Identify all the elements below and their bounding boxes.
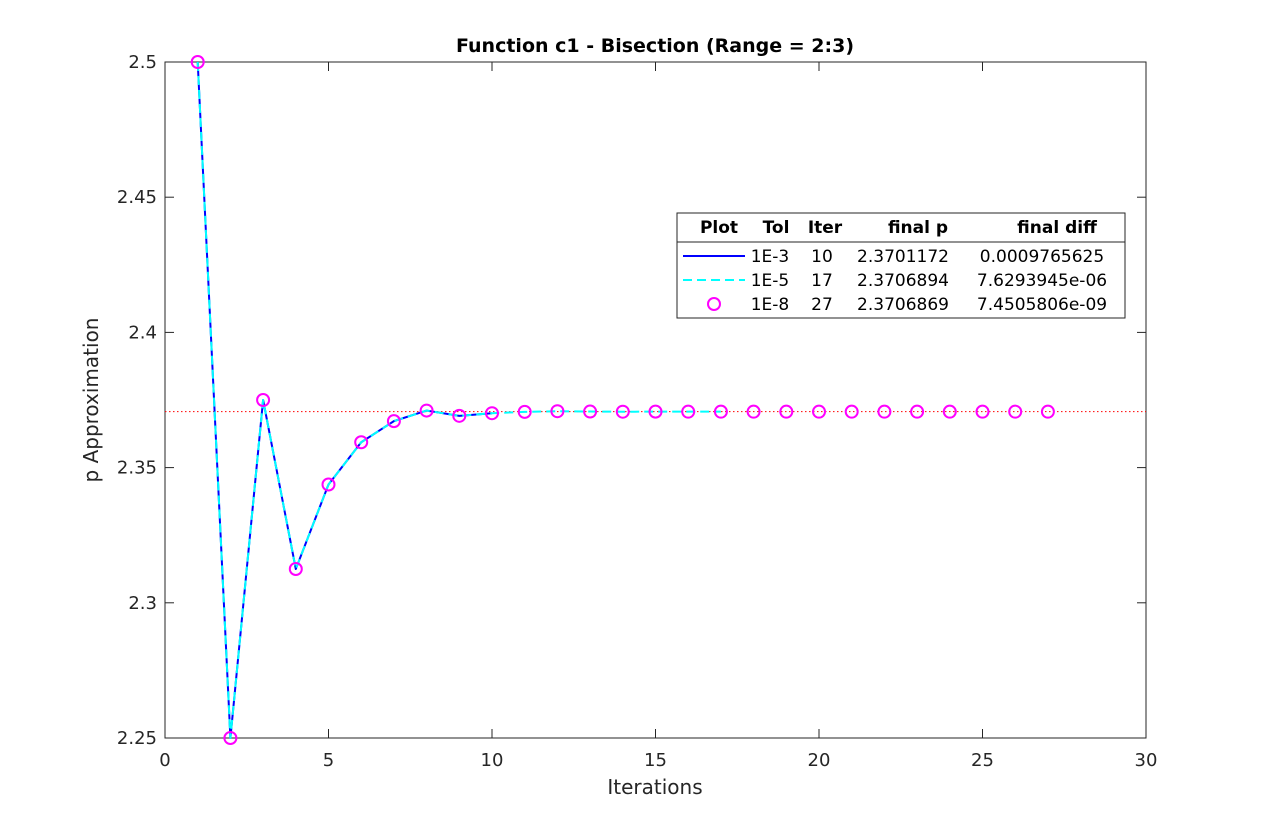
legend-header-final-diff: final diff xyxy=(1017,218,1097,238)
y-tick-label: 2.45 xyxy=(117,187,157,208)
series-3-marker xyxy=(910,404,925,419)
x-tick-label: 15 xyxy=(644,750,667,771)
legend-row3-tol: 1E-8 xyxy=(751,295,790,315)
series-3-marker xyxy=(485,406,499,421)
series-2-line xyxy=(196,61,721,739)
series-3-marker xyxy=(1040,404,1055,419)
legend-row2-tol: 1E-5 xyxy=(751,271,790,291)
x-tick-label: 25 xyxy=(971,750,994,771)
series-3-marker xyxy=(975,404,990,419)
legend-row2-final-diff: 7.6293945e-06 xyxy=(977,271,1107,291)
series-3-marker xyxy=(190,55,205,69)
series-3-marker xyxy=(779,404,794,419)
legend-swatch-marker xyxy=(707,297,721,311)
series-3-marker xyxy=(648,404,663,419)
series-3-marker xyxy=(877,404,892,419)
legend-row2-final-p: 2.3706894 xyxy=(857,271,949,291)
x-tick-label: 30 xyxy=(1135,750,1158,771)
legend: Plot Tol Iter final p final diff 1E-3 10… xyxy=(676,212,1126,319)
series-3-marker xyxy=(942,404,957,419)
x-tick-label: 20 xyxy=(808,750,831,771)
series-layer xyxy=(190,55,1055,745)
legend-row3-final-diff: 7.4505806e-09 xyxy=(977,295,1107,315)
legend-row1-tol: 1E-3 xyxy=(751,247,790,267)
series-3-marker xyxy=(1008,404,1023,419)
legend-header-final-p: final p xyxy=(888,218,948,238)
x-tick-label: 10 xyxy=(481,750,504,771)
legend-row3-final-p: 2.3706869 xyxy=(857,295,949,315)
series-3-marker xyxy=(354,435,369,450)
series-3-marker xyxy=(713,404,728,419)
legend-row1-final-diff: 0.0009765625 xyxy=(980,247,1104,267)
legend-header-tol: Tol xyxy=(763,218,790,238)
y-tick-label: 2.3 xyxy=(128,593,157,614)
x-tick-label: 0 xyxy=(159,750,170,771)
series-3-marker xyxy=(452,408,467,423)
legend-row3-iter: 27 xyxy=(811,295,833,315)
series-3-marker xyxy=(681,404,696,419)
y-axis-label: p Approximation xyxy=(79,318,103,483)
x-tick-label: 5 xyxy=(323,750,334,771)
y-tick-label: 2.35 xyxy=(117,458,157,479)
series-3-marker xyxy=(812,404,826,419)
plot-area xyxy=(164,61,1147,739)
series-3-marker xyxy=(321,477,336,492)
series-3-marker xyxy=(386,414,401,429)
legend-header-iter: Iter xyxy=(808,218,843,238)
series-3-marker xyxy=(550,404,565,419)
chart-title: Function c1 - Bisection (Range = 2:3) xyxy=(456,35,854,57)
legend-row1-iter: 10 xyxy=(811,247,833,267)
series-3-marker xyxy=(746,404,761,419)
legend-box xyxy=(676,212,1126,319)
series-3-marker xyxy=(223,731,238,745)
series-3-marker xyxy=(288,562,303,576)
x-axis-label: Iterations xyxy=(607,775,702,799)
series-3-marker xyxy=(583,404,598,419)
series-3-marker xyxy=(256,393,271,407)
legend-row1-final-p: 2.3701172 xyxy=(857,247,949,267)
axis-ticks: 0 5 10 15 20 25 30 2.25 2.3 2.35 2.4 2.45 2.5 xyxy=(117,52,1158,771)
y-tick-label: 2.5 xyxy=(128,52,157,73)
series-3-marker xyxy=(844,404,859,419)
y-tick-label: 2.4 xyxy=(128,322,157,343)
legend-row2-iter: 17 xyxy=(811,271,833,291)
series-3-marker xyxy=(615,404,630,419)
y-tick-label: 2.25 xyxy=(117,728,157,749)
series-3-marker xyxy=(517,404,532,419)
series-3-marker xyxy=(419,403,434,418)
legend-header-plot: Plot xyxy=(700,218,738,238)
